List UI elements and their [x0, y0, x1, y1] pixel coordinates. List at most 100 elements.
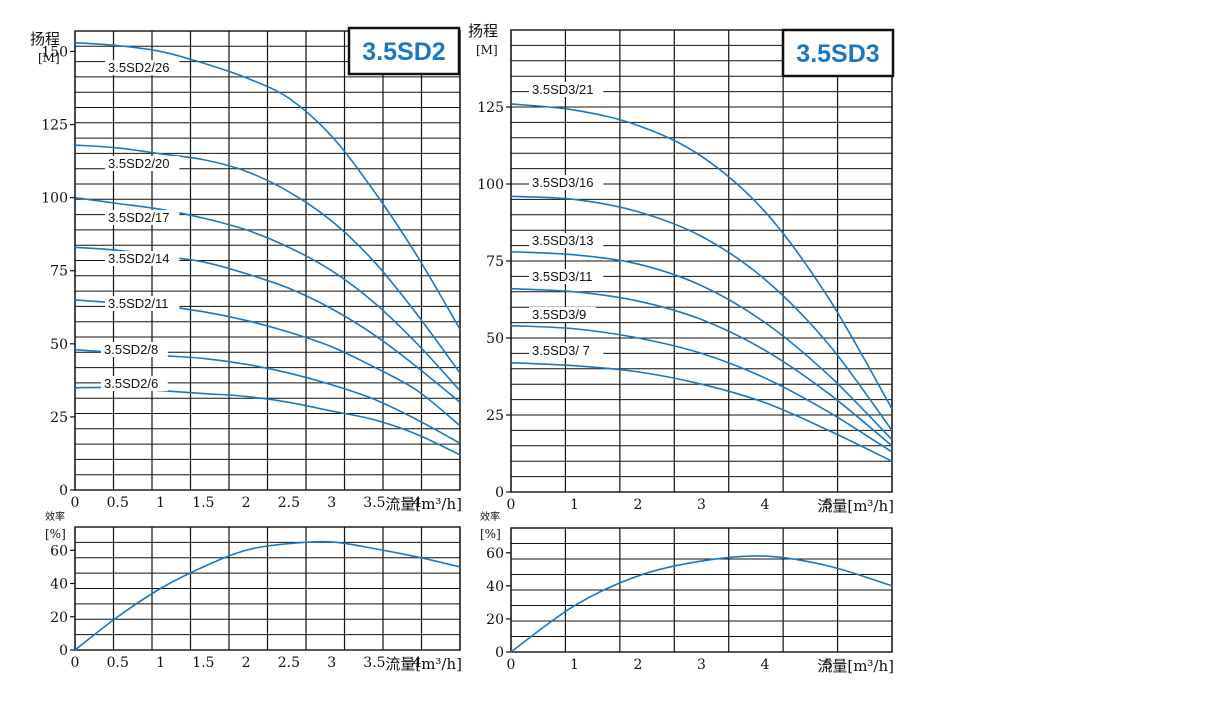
curve-3-5SD2-17: [74, 196, 461, 392]
x-tick-label: 5: [824, 657, 833, 673]
curve-label: 3.5SD3/13: [532, 233, 593, 248]
y-tick-label: 0: [59, 643, 68, 659]
y-axis-unit: [M]: [38, 51, 60, 65]
y-tick-label: 40: [50, 577, 68, 593]
y-tick-label: 25: [50, 410, 68, 426]
curve-label: 3.5SD2/26: [108, 60, 169, 75]
curve-label-bg: [105, 156, 180, 171]
curve-sd3-eff: [510, 555, 893, 653]
x-tick-label: 1: [156, 495, 165, 511]
model-title: 3.5SD3: [796, 40, 879, 68]
x-tick-label: 4: [413, 495, 422, 511]
x-tick-label: 5: [824, 497, 833, 513]
y-tick-label: 40: [486, 579, 504, 595]
y-tick-label: 60: [50, 543, 68, 559]
curve-3-5SD2-20: [74, 144, 461, 374]
sd3_head-grid: [510, 29, 893, 493]
y-tick-label: 150: [41, 44, 68, 60]
x-axis-title: 流量[m³/h]: [385, 655, 462, 673]
x-tick-label: 4: [761, 497, 770, 513]
x-tick-label: 0.5: [107, 655, 129, 671]
curve-label-bg: [529, 82, 604, 97]
y-tick-label: 100: [477, 177, 504, 193]
x-axis-title: 流量[m³/h]: [817, 497, 894, 515]
sd2_eff-chart: 0 20 40 60 0 0.5 1 1.5 2 2.5 3 3.5 4流量[m³/h] 效率 [%]: [45, 510, 462, 673]
x-tick-label: 2.5: [278, 495, 300, 511]
curve-label: 3.5SD2/20: [108, 156, 169, 171]
x-axis-title: 流量[m³/h]: [385, 495, 462, 513]
y-tick-label: 0: [495, 645, 504, 661]
curve-label: 3.5SD2/11: [108, 296, 168, 311]
x-tick-label: 3.5: [363, 655, 385, 671]
curve-3-5SD3-16: [510, 195, 893, 431]
y-tick-label: 75: [486, 254, 504, 270]
x-tick-label: 3: [697, 657, 706, 673]
x-tick-label: 0: [507, 657, 516, 673]
y-tick-label: 75: [50, 264, 68, 280]
curve-label-bg: [529, 233, 604, 248]
curve-label: 3.5SD3/9: [532, 307, 586, 322]
y-axis-unit: [%]: [480, 527, 501, 541]
curve-sd2-eff: [74, 540, 461, 651]
x-tick-label: 4: [761, 657, 770, 673]
x-tick-label: 0: [71, 495, 80, 511]
x-tick-label: 0: [507, 497, 516, 513]
plot-frame: [74, 526, 461, 651]
y-tick-label: 20: [50, 610, 68, 626]
sd3_eff-grid: [510, 527, 893, 653]
curve-label-bg: [529, 175, 604, 190]
plot-frame: [74, 30, 461, 491]
y-axis-unit: [M]: [476, 43, 498, 57]
x-tick-label: 2: [242, 495, 251, 511]
sd3_head-chart: 0 25 50 75 100 125 0 1 2 3 4 5流量[m³/h] 扬程 [M] 3.5SD3/2…: [468, 22, 895, 515]
y-tick-label: 20: [486, 612, 504, 628]
sd2_eff-grid: [74, 526, 461, 651]
curve-label: 3.5SD2/14: [108, 251, 169, 266]
x-tick-label: 3: [327, 495, 336, 511]
x-axis-title: 流量[m³/h]: [817, 657, 894, 675]
plot-frame: [510, 527, 893, 653]
y-tick-label: 0: [59, 483, 68, 499]
curve-label: 3.5SD3/21: [532, 82, 593, 97]
curve-label-bg: [529, 307, 596, 322]
y-axis-title: 扬程: [468, 22, 498, 40]
x-tick-label: 3.5: [363, 495, 385, 511]
y-axis-title: 效率: [45, 510, 65, 523]
curve-3-5SD3-13: [510, 250, 893, 441]
x-tick-label: 1.5: [192, 495, 214, 511]
x-tick-label: 1.5: [192, 655, 214, 671]
curve-label: 3.5SD2/17: [108, 210, 169, 225]
x-tick-label: 4: [413, 655, 422, 671]
y-tick-label: 25: [486, 408, 504, 424]
curve-label-bg: [105, 251, 180, 266]
y-tick-label: 50: [486, 331, 504, 347]
x-tick-label: 2.5: [278, 655, 300, 671]
x-tick-label: 2: [634, 657, 643, 673]
curve-3-5SD2-26: [74, 41, 461, 330]
curve-3-5SD3-7: [510, 361, 893, 462]
y-tick-label: 60: [486, 546, 504, 562]
curve-label-bg: [105, 210, 180, 225]
y-tick-label: 0: [495, 485, 504, 501]
y-tick-label: 125: [41, 118, 68, 134]
sd2_head-chart: 0 25 50 75 100 125 150 0 0.5 1 1.5 2 2.5 3 3.5 4流量[m³/h…: [30, 26, 462, 513]
x-tick-label: 3: [697, 497, 706, 513]
y-tick-label: 125: [477, 100, 504, 116]
curve-label: 3.5SD3/11: [532, 269, 592, 284]
y-axis-title: 扬程: [30, 30, 60, 48]
curve-label-bg: [529, 343, 604, 358]
curve-3-5SD3-9: [510, 324, 893, 453]
sd3_eff-chart: 0 20 40 60 0 1 2 3 4 5流量[m³/h] 效率 [%]: [480, 510, 894, 675]
curve-3-5SD3-21: [510, 103, 893, 410]
x-tick-label: 2: [242, 655, 251, 671]
x-tick-label: 1: [156, 655, 165, 671]
curve-label-bg: [105, 296, 180, 311]
curve-label-bg: [529, 269, 604, 284]
x-tick-label: 0: [71, 655, 80, 671]
curve-label-bg: [105, 60, 180, 75]
model-badge: [347, 26, 461, 76]
curve-label-bg: [101, 342, 168, 357]
x-tick-label: 0.5: [107, 495, 129, 511]
curve-label: 3.5SD3/16: [532, 175, 593, 190]
